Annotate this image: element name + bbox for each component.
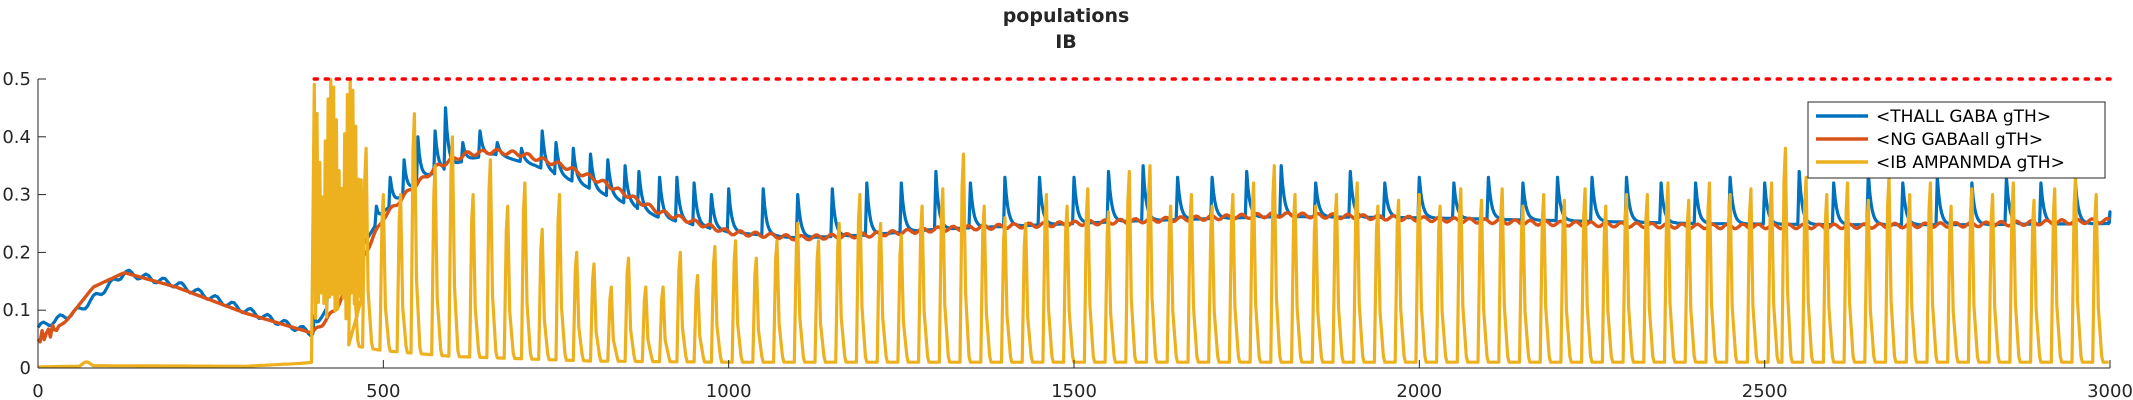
x-tick-label: 2500 — [1742, 381, 1788, 400]
legend-label: <NG GABAall gTH> — [1876, 130, 2043, 150]
y-tick-label: 0 — [20, 358, 31, 379]
y-tick-label: 0.2 — [2, 242, 31, 263]
chart-title: populations — [1003, 5, 1130, 27]
chart-subtitle: IB — [1055, 31, 1077, 53]
y-tick-label: 0.1 — [2, 300, 31, 321]
legend: <THALL GABA gTH> <NG GABAall gTH> <IB AMPA… — [1807, 101, 2106, 179]
axes: 0 500 1000 1500 2000 2500 3000 0 0.1 0.2 0.3 0.4 0.5 — [2, 69, 2133, 400]
x-tick-label: 500 — [366, 381, 400, 400]
y-tick-label: 0.4 — [2, 127, 31, 148]
series-lines — [36, 77, 2112, 369]
x-tick-label: 3000 — [2087, 381, 2133, 400]
x-tick-label: 0 — [32, 381, 43, 400]
y-tick-label: 0.3 — [2, 185, 31, 206]
x-tick-label: 1500 — [1051, 381, 1097, 400]
x-tick-label: 2000 — [1396, 381, 1442, 400]
x-tick-label: 1000 — [706, 381, 752, 400]
y-tick-label: 0.5 — [2, 69, 31, 90]
series-line-ib-ampanmda — [38, 77, 2109, 369]
legend-label: <THALL GABA gTH> — [1876, 107, 2051, 127]
legend-label: <IB AMPANMDA gTH> — [1876, 153, 2065, 173]
